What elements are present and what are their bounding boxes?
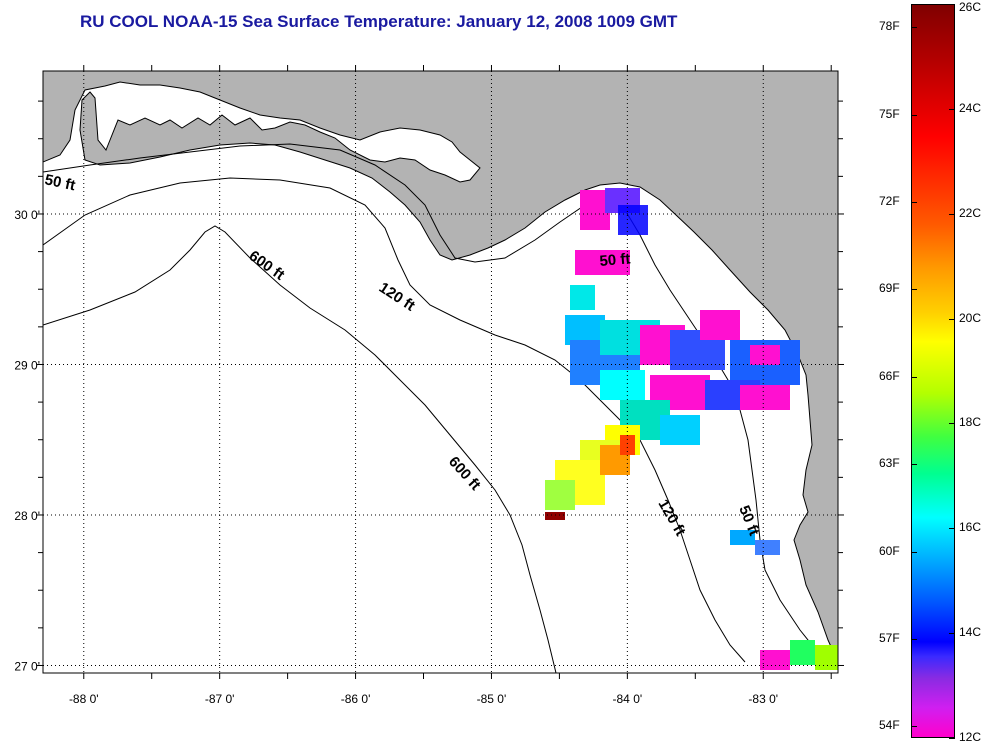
colorbar-celsius-tick — [949, 108, 955, 110]
temperature-colorbar — [911, 4, 955, 738]
colorbar-celsius-label: 26C — [959, 0, 982, 14]
colorbar-fahrenheit-tick — [911, 726, 917, 728]
colorbar-fahrenheit-label: 75F — [879, 106, 900, 121]
colorbar-fahrenheit-tick — [911, 289, 917, 291]
graticule — [43, 71, 838, 673]
colorbar-celsius-label: 24C — [959, 100, 982, 115]
contour-600ft-line — [43, 225, 557, 673]
colorbar-fahrenheit-label: 72F — [879, 194, 900, 209]
colorbar-fahrenheit-label: 63F — [879, 456, 900, 471]
colorbar-celsius-tick — [949, 633, 955, 635]
colorbar-celsius-tick — [949, 4, 955, 5]
colorbar-celsius-tick — [949, 423, 955, 425]
lat-label: 27 0' — [14, 659, 40, 673]
colorbar-fahrenheit-tick — [911, 551, 917, 553]
sst-data-patches — [545, 188, 838, 670]
colorbar-fahrenheit-tick — [911, 464, 917, 466]
colorbar-celsius-tick — [949, 738, 955, 739]
colorbar-fahrenheit-label: 54F — [879, 718, 900, 733]
axis-ticks — [37, 65, 844, 679]
colorbar-celsius-label: 16C — [959, 520, 982, 535]
map-title: RU COOL NOAA-15 Sea Surface Temperature:… — [80, 12, 678, 31]
colorbar-fahrenheit-tick — [911, 202, 917, 204]
colorbar-fahrenheit-tick — [911, 114, 917, 116]
colorbar-celsius-tick — [949, 213, 955, 215]
colorbar-fahrenheit-label: 66F — [879, 368, 900, 383]
colorbar-celsius-label: 18C — [959, 415, 982, 430]
lat-label: 30 0' — [14, 208, 40, 222]
lon-label: -88 0' — [69, 692, 99, 706]
lat-label: 28 0' — [14, 509, 40, 523]
colorbar-celsius-label: 22C — [959, 205, 982, 220]
colorbar-fahrenheit-label: 78F — [879, 19, 900, 34]
colorbar-fahrenheit-tick — [911, 638, 917, 640]
colorbar-celsius-label: 20C — [959, 310, 982, 325]
land-area — [43, 71, 838, 663]
lon-label: -85 0' — [477, 692, 507, 706]
contour-label-50ft-bigbend: 50 ft — [599, 250, 631, 270]
colorbar-fahrenheit-label: 57F — [879, 630, 900, 645]
lon-label: -84 0' — [613, 692, 643, 706]
lon-label: -87 0' — [205, 692, 235, 706]
colorbar-celsius-label: 14C — [959, 625, 982, 640]
colorbar-gradient — [912, 5, 954, 737]
colorbar-celsius-tick — [949, 528, 955, 530]
lon-label: -86 0' — [341, 692, 371, 706]
lon-label: -83 0' — [748, 692, 778, 706]
contour-label-50ft-west: 50 ft — [43, 171, 77, 194]
colorbar-fahrenheit-tick — [911, 376, 917, 378]
colorbar-fahrenheit-label: 69F — [879, 281, 900, 296]
colorbar-fahrenheit-tick — [911, 27, 917, 29]
colorbar-celsius-tick — [949, 318, 955, 320]
plot-frame — [42, 70, 839, 674]
lat-label: 29 0' — [14, 358, 40, 372]
contour-120ft-line — [43, 177, 746, 663]
colorbar-celsius-label: 12C — [959, 730, 982, 744]
sst-map: 50 ft 600 ft 120 ft 50 ft 600 ft 120 ft … — [14, 65, 844, 706]
colorbar-fahrenheit-label: 60F — [879, 543, 900, 558]
